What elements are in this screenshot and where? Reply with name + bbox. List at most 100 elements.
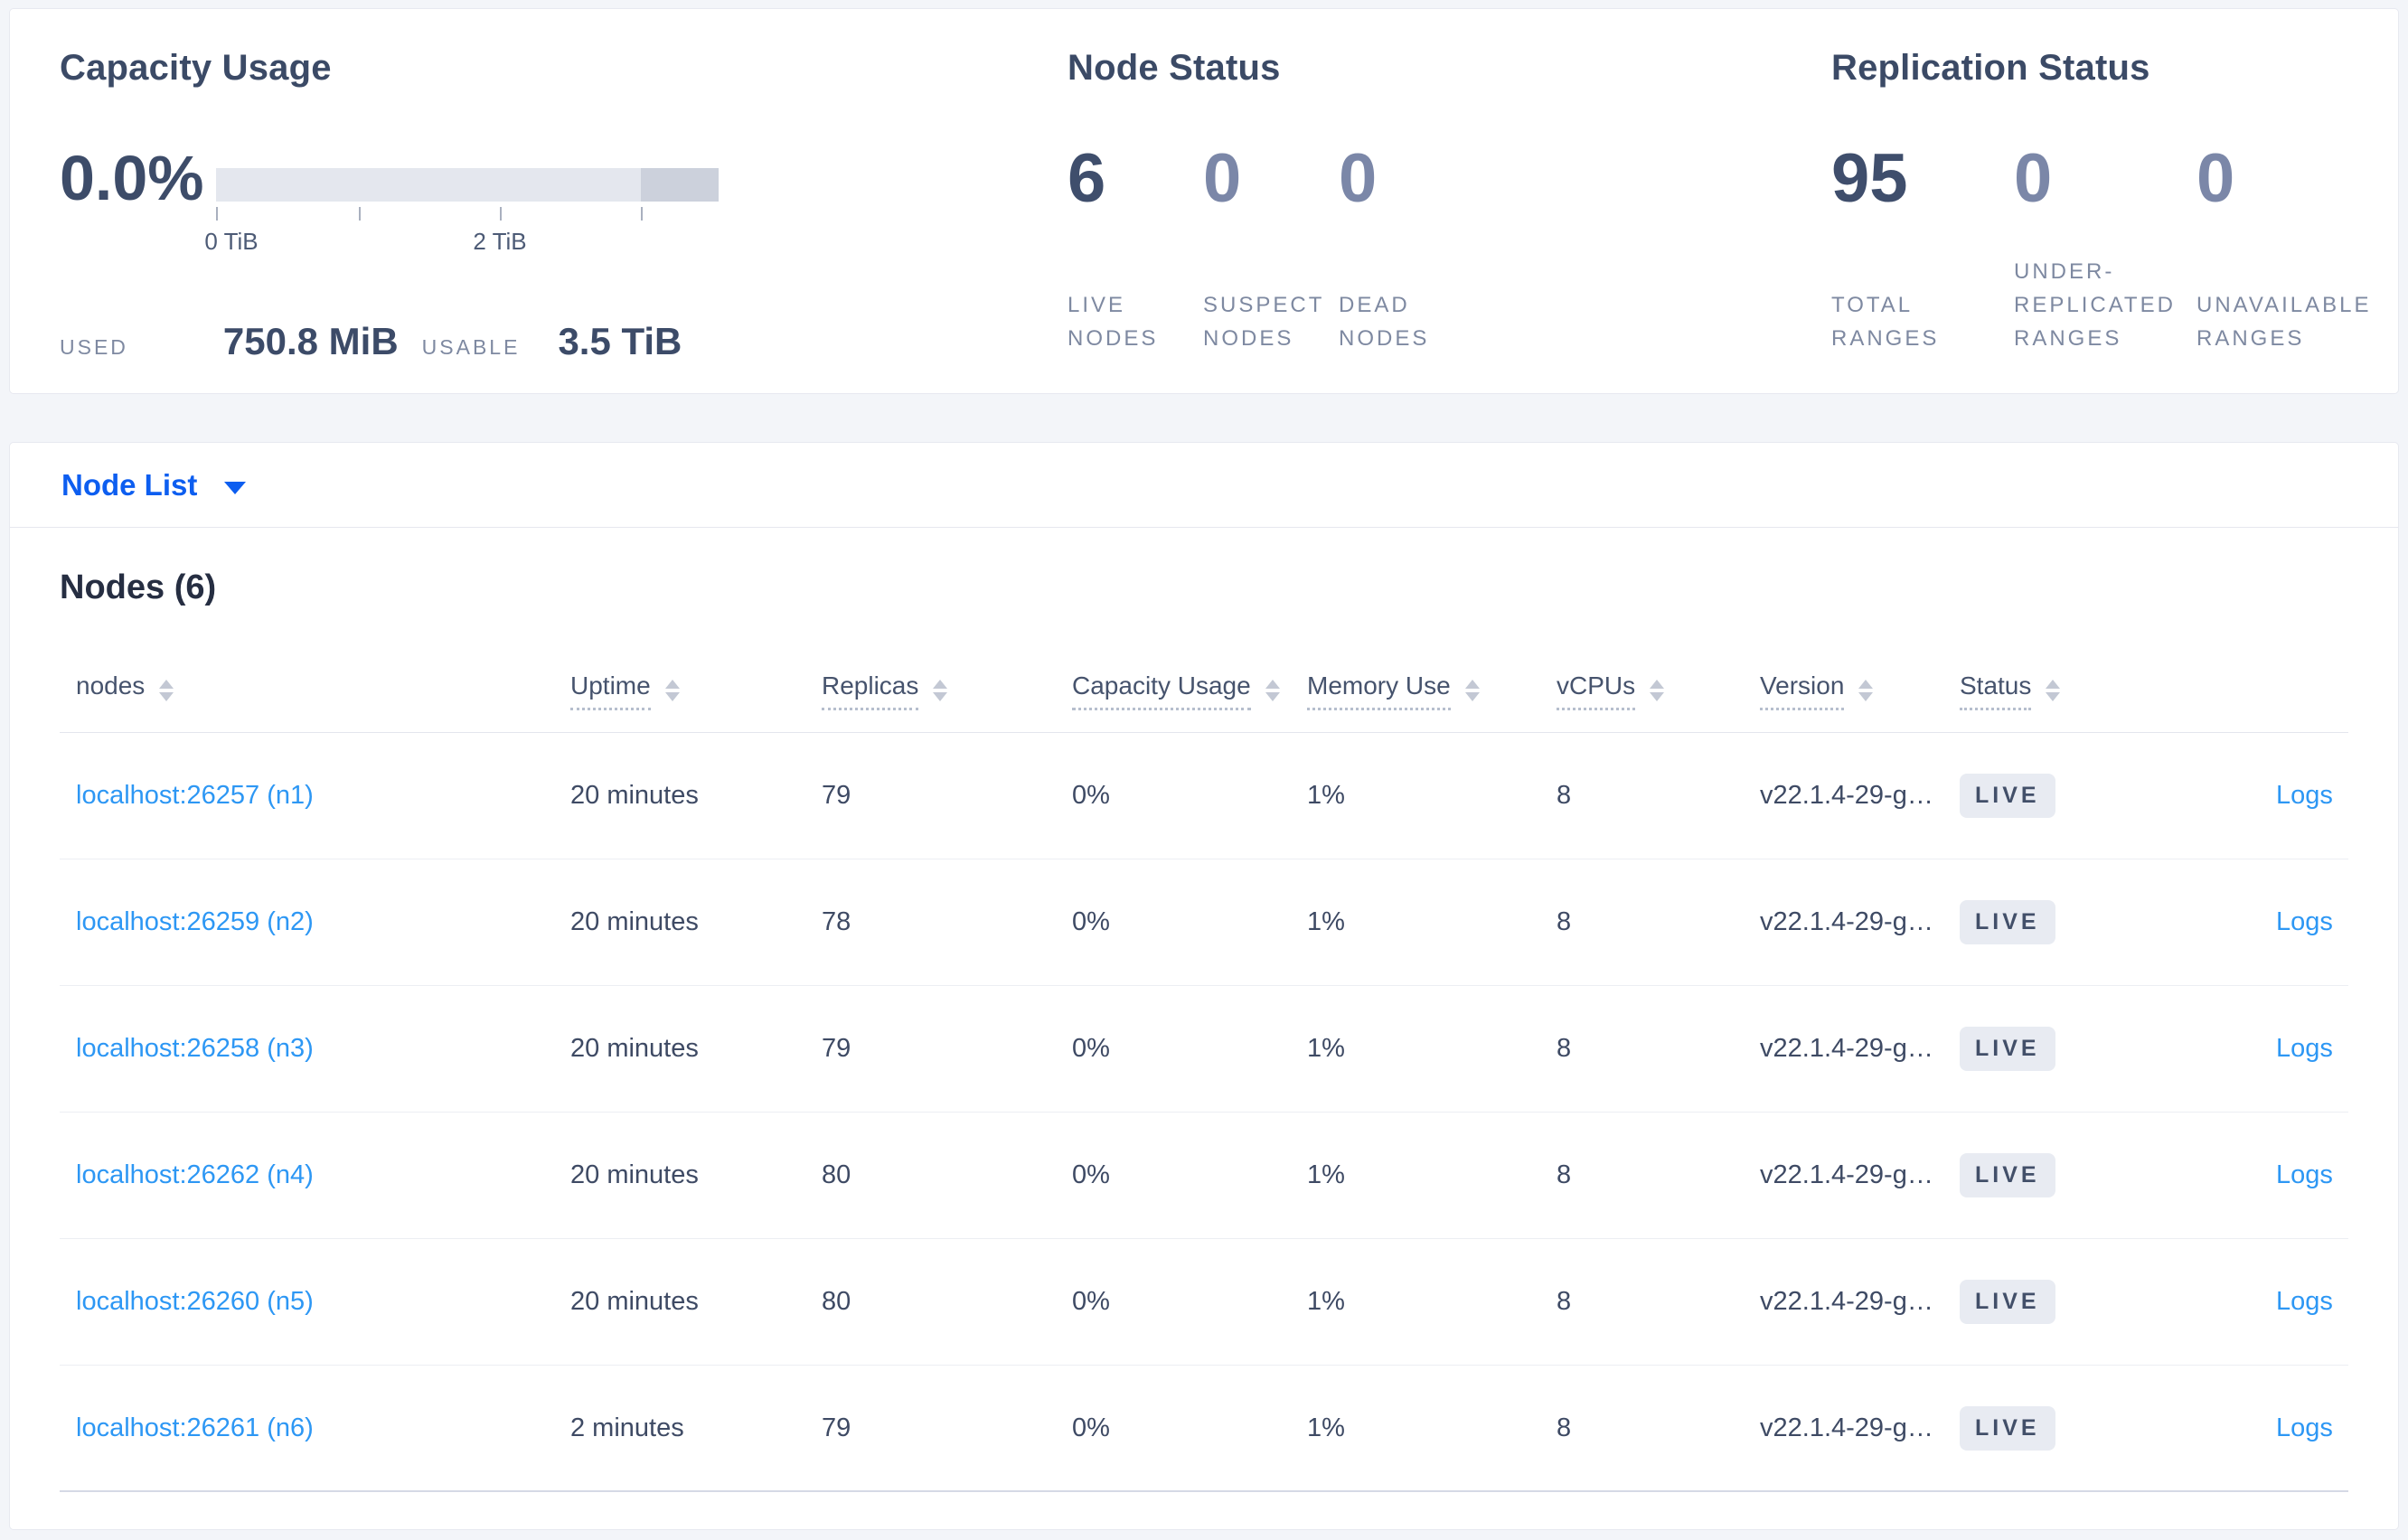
column-header-vcpus[interactable]: vCPUs	[1557, 671, 1760, 710]
capacity-percent-value: 0.0%	[60, 143, 204, 213]
suspect-nodes-label: SUSPECT NODES	[1203, 293, 1324, 351]
capacity-used-row: USED 750.8 MiB USABLE 3.5 TiB	[60, 320, 682, 363]
version-cell: v22.1.4-29-g…	[1760, 1160, 1933, 1189]
logs-link[interactable]: Logs	[2276, 1287, 2333, 1316]
version-cell: v22.1.4-29-g…	[1760, 1034, 1933, 1063]
live-nodes-label: LIVE NODES	[1068, 293, 1159, 351]
node-link[interactable]: localhost:26261 (n6)	[76, 1413, 314, 1442]
sort-icon[interactable]	[1464, 680, 1480, 701]
capacity-usage-title: Capacity Usage	[60, 48, 332, 88]
replicas-cell: 80	[822, 1287, 851, 1316]
node-link[interactable]: localhost:26258 (n3)	[76, 1034, 314, 1063]
uptime-cell: 20 minutes	[570, 1160, 699, 1189]
nodes-table: nodes Uptime Replicas Capacity Usage Mem…	[60, 607, 2348, 1492]
sort-icon[interactable]	[159, 680, 174, 701]
used-value: 750.8 MiB	[222, 320, 399, 362]
cluster-summary-card: Capacity Usage 0.0% 0 TiB 2 TiB USED 750…	[9, 8, 2399, 394]
sort-icon[interactable]	[1858, 680, 1874, 701]
vcpus-cell: 8	[1557, 1034, 1572, 1063]
capacity-usage-bar	[216, 168, 719, 202]
dead-nodes-label: DEAD NODES	[1339, 293, 1430, 351]
node-link[interactable]: localhost:26259 (n2)	[76, 907, 314, 936]
capacity-cell: 0%	[1072, 1160, 1110, 1189]
table-row: localhost:26262 (n4) 20 minutes 80 0% 1%…	[60, 1113, 2348, 1239]
capacity-cell: 0%	[1072, 1413, 1110, 1442]
logs-link[interactable]: Logs	[2276, 1413, 2333, 1442]
vcpus-cell: 8	[1557, 1287, 1572, 1316]
capacity-usage-section: Capacity Usage 0.0% 0 TiB 2 TiB USED 750…	[60, 9, 1018, 393]
vcpus-cell: 8	[1557, 907, 1572, 936]
under-replicated-ranges-label: UNDER-REPLICATED RANGES	[2014, 259, 2176, 351]
uptime-cell: 20 minutes	[570, 1287, 699, 1316]
replication-status-section: Replication Status 95 TOTAL RANGES 0 UND…	[1831, 9, 2401, 393]
dead-nodes-stat: 0 DEAD NODES	[1339, 145, 1474, 355]
table-row: localhost:26257 (n1) 20 minutes 79 0% 1%…	[60, 733, 2348, 859]
memory-cell: 1%	[1307, 1413, 1345, 1442]
version-cell: v22.1.4-29-g…	[1760, 1287, 1933, 1316]
column-header-nodes[interactable]: nodes	[60, 671, 570, 710]
table-row: localhost:26260 (n5) 20 minutes 80 0% 1%…	[60, 1239, 2348, 1366]
column-header-uptime[interactable]: Uptime	[570, 671, 822, 710]
node-list-dropdown[interactable]: Node List	[61, 467, 247, 502]
logs-link[interactable]: Logs	[2276, 1160, 2333, 1189]
status-badge: LIVE	[1960, 1405, 2055, 1451]
used-label: USED	[60, 335, 128, 359]
version-cell: v22.1.4-29-g…	[1760, 781, 1933, 810]
sort-icon[interactable]	[933, 680, 948, 701]
logs-link[interactable]: Logs	[2276, 907, 2333, 936]
column-header-memory[interactable]: Memory Use	[1307, 671, 1557, 710]
status-badge: LIVE	[1960, 1027, 2055, 1071]
memory-cell: 1%	[1307, 1034, 1345, 1063]
version-cell: v22.1.4-29-g…	[1760, 907, 1933, 936]
version-cell: v22.1.4-29-g…	[1760, 1413, 1933, 1442]
node-link[interactable]: localhost:26260 (n5)	[76, 1287, 314, 1316]
uptime-cell: 2 minutes	[570, 1413, 684, 1442]
replicas-cell: 79	[822, 1034, 851, 1063]
node-list-card: Node List Nodes (6) nodes Uptime Replica…	[9, 442, 2399, 1530]
logs-link[interactable]: Logs	[2276, 1034, 2333, 1063]
memory-cell: 1%	[1307, 907, 1345, 936]
replicas-cell: 79	[822, 781, 851, 810]
sort-icon[interactable]	[664, 680, 680, 701]
status-badge: LIVE	[1960, 1153, 2055, 1197]
total-ranges-label: TOTAL RANGES	[1831, 293, 1940, 351]
unavailable-ranges-stat: 0 UNAVAILABLE RANGES	[2196, 145, 2404, 355]
node-list-dropdown-label: Node List	[61, 467, 198, 502]
tick-label-mid: 2 TiB	[473, 228, 527, 255]
uptime-cell: 20 minutes	[570, 781, 699, 810]
total-ranges-value: 95	[1831, 140, 1908, 217]
total-ranges-stat: 95 TOTAL RANGES	[1831, 145, 2014, 355]
tick-mark	[216, 207, 218, 221]
capacity-cell: 0%	[1072, 1034, 1110, 1063]
column-header-replicas[interactable]: Replicas	[822, 671, 1072, 710]
node-link[interactable]: localhost:26257 (n1)	[76, 781, 314, 810]
tick-mark	[500, 207, 502, 221]
status-badge: LIVE	[1960, 774, 2055, 818]
sort-icon[interactable]	[2046, 680, 2061, 701]
sort-icon[interactable]	[1265, 680, 1280, 701]
tick-mark	[641, 207, 643, 221]
replicas-cell: 79	[822, 1413, 851, 1442]
node-link[interactable]: localhost:26262 (n4)	[76, 1160, 314, 1189]
unavailable-ranges-label: UNAVAILABLE RANGES	[2196, 293, 2372, 351]
memory-cell: 1%	[1307, 781, 1345, 810]
usable-label: USABLE	[421, 335, 521, 359]
replicas-cell: 78	[822, 907, 851, 936]
chevron-down-icon	[224, 481, 247, 494]
table-row: localhost:26259 (n2) 20 minutes 78 0% 1%…	[60, 859, 2348, 986]
column-header-version[interactable]: Version	[1760, 671, 1960, 710]
logs-link[interactable]: Logs	[2276, 781, 2333, 810]
column-header-status[interactable]: Status	[1960, 671, 2276, 710]
table-row: localhost:26258 (n3) 20 minutes 79 0% 1%…	[60, 986, 2348, 1113]
usable-value: 3.5 TiB	[558, 320, 682, 362]
tick-label-start: 0 TiB	[204, 228, 259, 255]
column-header-capacity[interactable]: Capacity Usage	[1072, 671, 1307, 710]
nodes-section-title: Nodes (6)	[60, 568, 217, 606]
node-status-title: Node Status	[1068, 48, 1281, 88]
sort-icon[interactable]	[1650, 680, 1665, 701]
vcpus-cell: 8	[1557, 1413, 1572, 1442]
live-nodes-value: 6	[1068, 140, 1106, 217]
replicas-cell: 80	[822, 1160, 851, 1189]
node-status-section: Node Status 6 LIVE NODES 0 SUSPECT NODES…	[1068, 9, 1782, 393]
capacity-cell: 0%	[1072, 907, 1110, 936]
